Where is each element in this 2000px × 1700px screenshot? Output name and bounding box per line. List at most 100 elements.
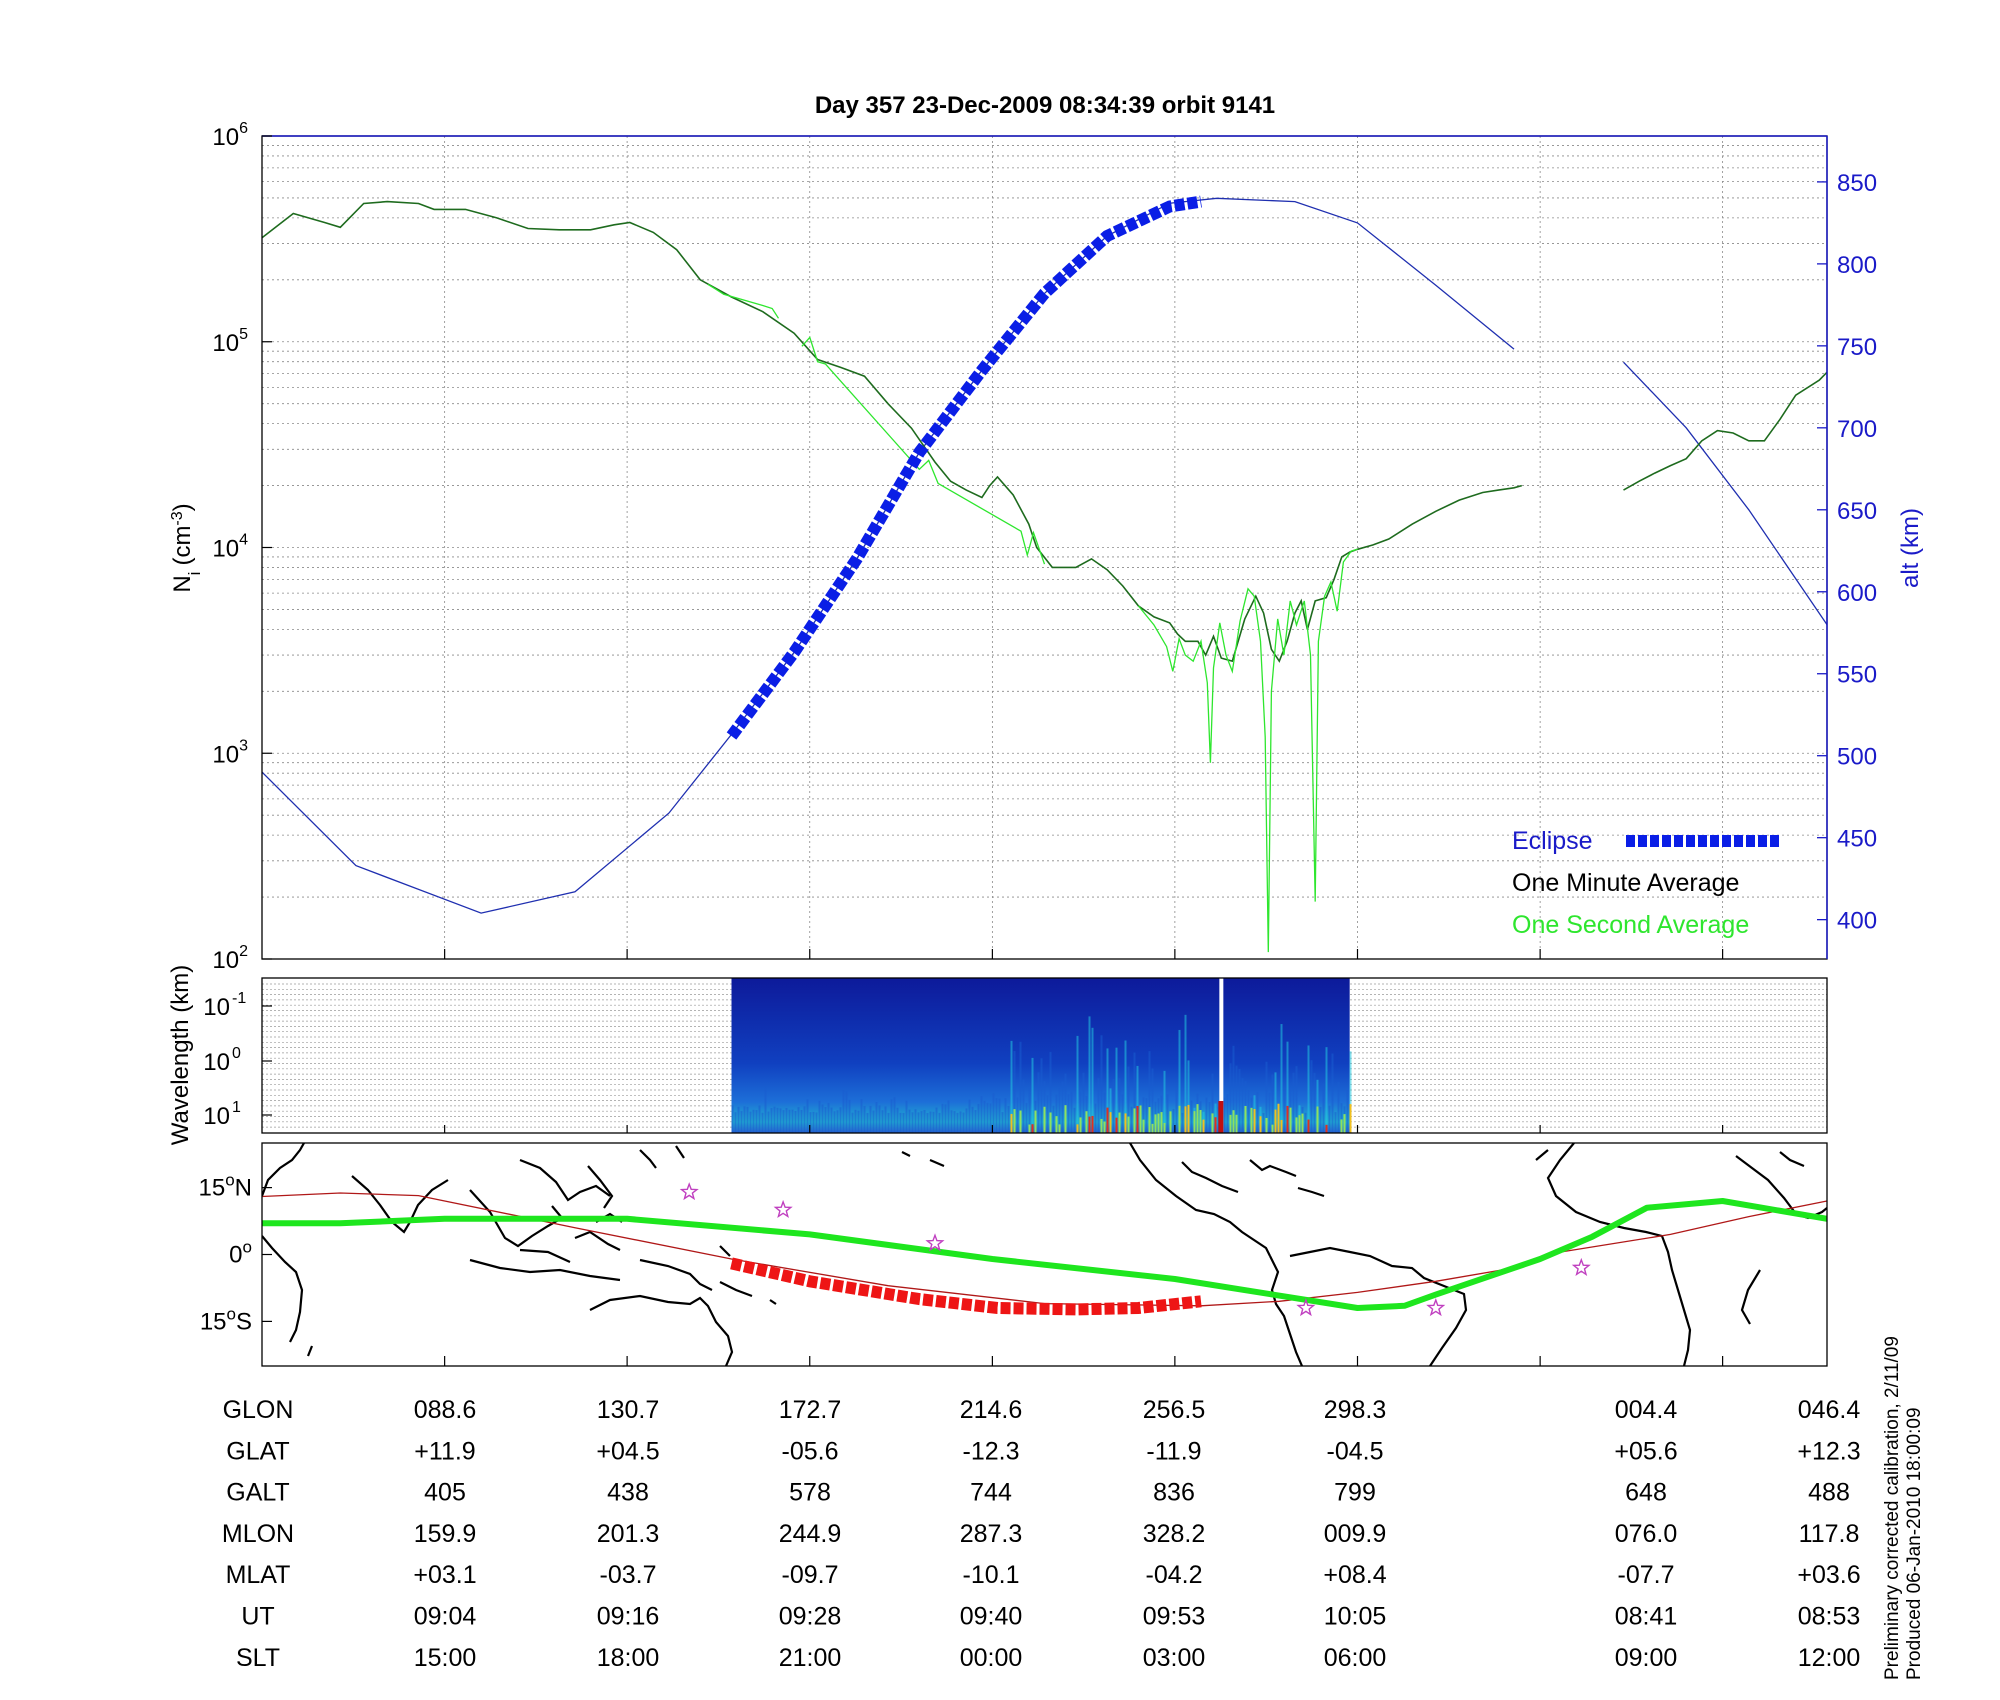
density-tick-base: 10 <box>212 947 239 974</box>
star-marker <box>1426 1297 1446 1317</box>
spectrogram-hot-cell <box>1169 1111 1172 1133</box>
spectrogram-streak <box>1106 1048 1109 1133</box>
spectrogram-hot-cell <box>1340 1119 1343 1133</box>
altitude-tick-label: 450 <box>1837 826 1877 853</box>
spectrogram-streak <box>827 1102 830 1133</box>
spectrogram-streak <box>1271 1074 1274 1133</box>
spectrogram-hot-cell <box>1031 1124 1034 1133</box>
density-tick-base: 10 <box>212 330 239 357</box>
spectrogram-streak <box>1229 1063 1232 1133</box>
spectrogram-hot-cell <box>1202 1119 1205 1133</box>
spectrogram-bright-streak <box>1219 978 1224 1133</box>
spectrogram-streak <box>815 1112 818 1133</box>
spectrogram-streak <box>1295 1066 1298 1133</box>
altitude-tick-label: 650 <box>1837 498 1877 525</box>
table-cell: 00:00 <box>960 1644 1023 1672</box>
spectrogram-hot-cell <box>1010 1113 1013 1133</box>
spectrogram-streak <box>968 1099 971 1133</box>
spectrogram-hot-cell <box>1043 1106 1046 1133</box>
spectrogram-streak <box>1334 1112 1337 1133</box>
density-axis-label-unit: (cm <box>169 526 196 566</box>
second-average-line <box>707 283 780 319</box>
map-frame <box>261 1142 1828 1367</box>
spectrogram-streak <box>965 1108 968 1133</box>
legend-second-label: One Second Average <box>1512 911 1749 939</box>
table-cell: -11.9 <box>1146 1437 1201 1465</box>
spectrogram-streak <box>1073 1107 1076 1133</box>
spectrogram-streak <box>1130 1106 1133 1133</box>
spectrogram-streak <box>902 1112 905 1133</box>
table-cell: 201.3 <box>597 1520 660 1548</box>
spectrogram-hot-cell <box>1151 1123 1154 1133</box>
spectrogram-hot-cell <box>1253 1108 1256 1133</box>
spectrogram-hot-cell <box>1286 1105 1289 1133</box>
spectrogram-streak <box>1226 1094 1229 1133</box>
spectrogram-streak <box>1151 1068 1154 1133</box>
spectrogram-hot-cell <box>1163 1122 1166 1133</box>
spectrogram-streak <box>803 1106 806 1133</box>
spectrogram-streak <box>923 1110 926 1133</box>
spectrogram-hot-cell <box>1139 1105 1142 1133</box>
table-cell: 09:53 <box>1143 1603 1206 1631</box>
spectrogram-streak <box>950 1110 953 1133</box>
spectrogram-streak <box>1172 1108 1175 1133</box>
spectrogram-streak <box>905 1100 908 1133</box>
density-tick-label: 103 <box>212 737 248 768</box>
spectrogram-hot-cell <box>1118 1112 1121 1133</box>
spectrogram-streak <box>1262 1112 1265 1133</box>
spectrogram-streak <box>956 1112 959 1133</box>
coastline-central-america <box>1129 1143 1325 1257</box>
density-grid <box>262 136 1827 959</box>
spectrogram-streak <box>1031 1057 1034 1133</box>
spectrogram-hot-cell <box>1316 1106 1319 1133</box>
density-tick-exp: 6 <box>239 120 248 137</box>
latitude-hemisphere: N <box>235 1175 252 1202</box>
density-tick-label: 104 <box>212 532 248 563</box>
spectrogram-streak <box>1058 1088 1061 1133</box>
spectrogram-hot-cell <box>1055 1116 1058 1133</box>
latitude-value: 15 <box>198 1175 225 1202</box>
spectrogram-streak <box>809 1112 812 1133</box>
spectrogram-streak <box>1055 1094 1058 1133</box>
spectrogram-streak <box>980 1096 983 1133</box>
spectrogram-streak <box>785 1108 788 1133</box>
spectrogram-hot-cell <box>1187 1104 1190 1133</box>
spectrogram-streak <box>887 1112 890 1133</box>
spectrogram-streak <box>869 1105 872 1133</box>
spectrogram-hot-cell <box>1058 1124 1061 1133</box>
spectrogram-streak <box>743 1106 746 1133</box>
spectrogram-streak <box>773 1106 776 1133</box>
spectrogram-streak <box>1022 1079 1025 1133</box>
spectrogram-hot-cell <box>1103 1121 1106 1133</box>
spectrogram-streak <box>794 1110 797 1133</box>
density-axis-label-main: N <box>169 575 196 592</box>
table-cell: +11.9 <box>414 1437 475 1465</box>
spectrogram-hot-cell <box>1088 1116 1091 1133</box>
table-cell: +05.6 <box>1614 1437 1677 1465</box>
minute-average-series <box>262 200 1827 663</box>
spectrogram-streak <box>1124 1040 1127 1133</box>
latitude-hemisphere: S <box>236 1308 252 1335</box>
wavelength-tick-exp: 1 <box>232 1099 241 1116</box>
density-axis-label: Ni (cm-3) <box>169 503 204 592</box>
spectrogram-hot-cell <box>1019 1110 1022 1133</box>
spectrogram-streak <box>977 1103 980 1133</box>
spectrogram-hot-cell <box>1049 1112 1052 1133</box>
spectrogram-hot-cell <box>1232 1110 1235 1133</box>
table-cell: +04.5 <box>596 1437 659 1465</box>
spectrogram-streak <box>899 1112 902 1133</box>
spectrogram-streak <box>1331 1053 1334 1133</box>
spectrogram-hot-cell <box>1274 1109 1277 1133</box>
spectrogram-hot-cell <box>1280 1119 1283 1133</box>
table-cell: 799 <box>1334 1479 1376 1507</box>
spectrogram-hot-cell <box>1289 1107 1292 1133</box>
spectrogram-streak <box>1004 1098 1007 1133</box>
latitude-value: 15 <box>200 1308 227 1335</box>
spectrogram-streak <box>1349 1051 1352 1133</box>
spectrogram-streak <box>941 1103 944 1133</box>
spectrogram-hot-cell <box>1295 1117 1298 1133</box>
density-axis-label-sub: i <box>185 572 204 576</box>
table-cell: 256.5 <box>1143 1396 1206 1424</box>
map-series <box>262 1182 1827 1317</box>
